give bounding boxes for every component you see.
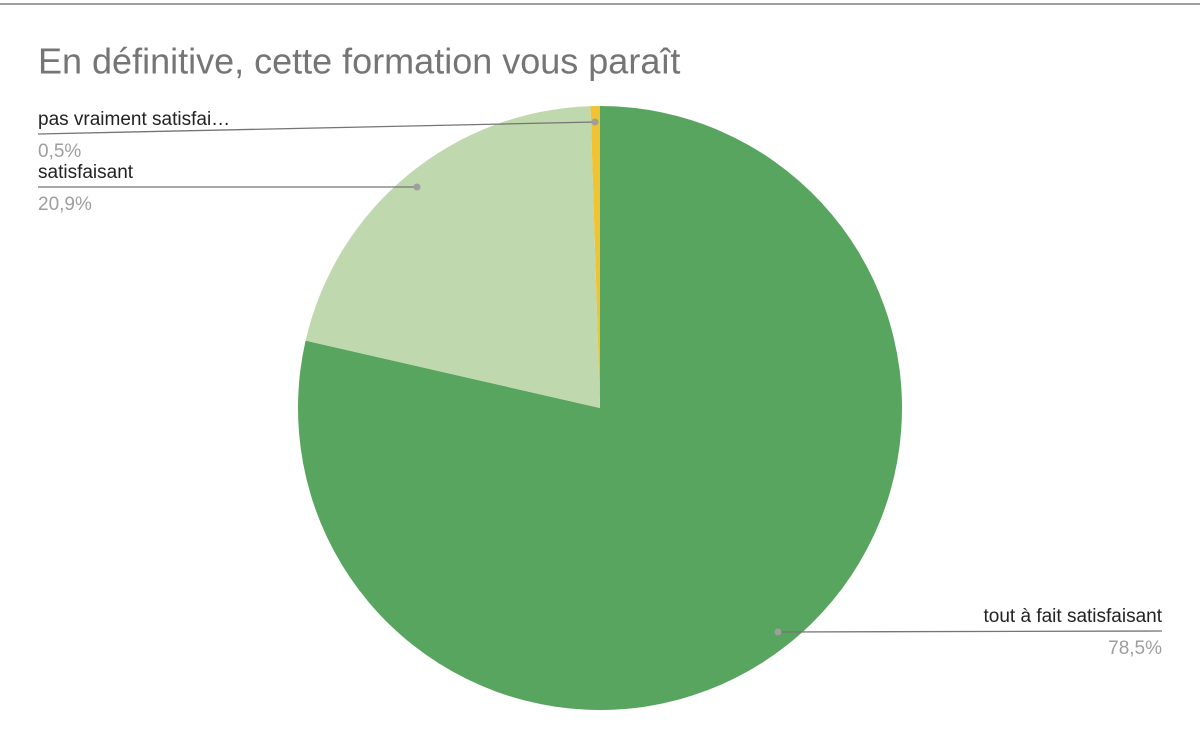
slice-label: tout à fait satisfaisant [984, 606, 1163, 627]
slice-label: pas vraiment satisfai… [38, 109, 230, 130]
leader-line [777, 630, 1163, 633]
slice-value-label: 78,5% [1108, 638, 1162, 659]
pie-slice [297, 106, 902, 711]
chart-title: En définitive, cette formation vous para… [38, 41, 680, 82]
leader-line [37, 121, 596, 135]
slice-value-label: 20,9% [38, 194, 92, 215]
slice-label: satisfaisant [38, 162, 134, 183]
slice-value-label: 0,5% [38, 141, 81, 162]
pie-slice [305, 106, 600, 408]
leader-dot [413, 183, 421, 191]
pie-slice [590, 106, 600, 408]
leader-dot [774, 628, 782, 636]
leader-dot [591, 118, 599, 126]
